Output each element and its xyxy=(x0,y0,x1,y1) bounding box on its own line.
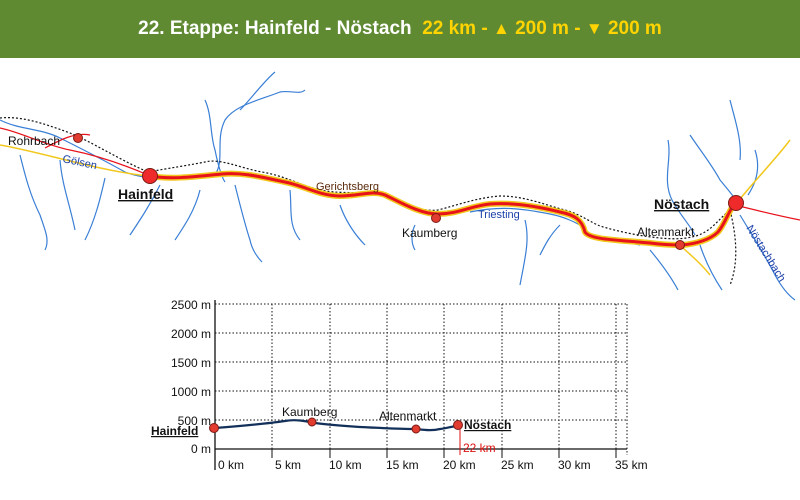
x-tick-label: 15 km xyxy=(386,458,419,472)
elevation-profile: 2500 m 2000 m 1500 m 1000 m 500 m 0 m 0 … xyxy=(151,298,648,472)
goelsen-river-label: Gölsen xyxy=(61,153,98,172)
hainfeld-label: Hainfeld xyxy=(118,186,173,202)
separator: - xyxy=(568,18,586,39)
y-tick-label: 500 m xyxy=(178,414,211,428)
x-tick-label: 25 km xyxy=(501,458,534,472)
triesting-river-label: Triesting xyxy=(478,209,520,221)
stage-ascent: 200 m xyxy=(515,18,569,39)
separator: - xyxy=(476,18,493,39)
x-tick-label: 30 km xyxy=(558,458,591,472)
profile-waypoint-label: Kaumberg xyxy=(282,405,337,419)
y-tick-label: 2000 m xyxy=(171,327,211,341)
profile-end-marker xyxy=(453,420,463,430)
y-tick-label: 0 m xyxy=(191,442,211,456)
y-tick-label: 1500 m xyxy=(171,356,211,370)
altenmarkt-label: Altenmarkt xyxy=(637,225,695,239)
x-tick-label: 5 km xyxy=(275,458,301,472)
stage-header: 22. Etappe: Hainfeld - Nöstach 22 km - ▲… xyxy=(0,0,800,58)
noestach-marker xyxy=(728,195,744,211)
kaumberg-marker xyxy=(431,213,441,223)
noestachbach-river-label: Nöstachbach xyxy=(743,223,787,284)
profile-kaumberg-marker xyxy=(307,417,317,427)
altenmarkt-marker xyxy=(675,240,685,250)
rohrbach-marker xyxy=(73,133,83,143)
x-tick-label: 35 km xyxy=(615,458,648,472)
stage-title: 22. Etappe: Hainfeld - Nöstach xyxy=(138,18,412,39)
noestach-label: Nöstach xyxy=(654,196,709,212)
profile-altenmarkt-marker xyxy=(411,424,421,434)
descent-triangle-icon: ▼ xyxy=(585,19,603,38)
rohrbach-label: Rohrbach xyxy=(8,134,60,148)
x-tick-label: 0 km xyxy=(218,458,244,472)
ascent-triangle-icon: ▲ xyxy=(492,19,510,38)
profile-end-label: Nöstach xyxy=(464,418,511,432)
total-distance-label: 22 km xyxy=(463,441,496,455)
kaumberg-label: Kaumberg xyxy=(402,226,457,240)
y-tick-label: 1000 m xyxy=(171,385,211,399)
hiking-trail xyxy=(0,117,737,286)
stage-descent: 200 m xyxy=(607,18,662,39)
elevation-line xyxy=(214,419,461,432)
profile-start-label: Hainfeld xyxy=(151,424,198,438)
x-tick-label: 20 km xyxy=(443,458,476,472)
stage-distance: 22 km xyxy=(422,18,477,39)
profile-waypoint-label: Altenmarkt xyxy=(379,409,437,423)
gerichtsberg-label: Gerichtsberg xyxy=(316,181,379,193)
hainfeld-marker xyxy=(142,168,158,184)
profile-grid xyxy=(215,303,628,455)
profile-start-marker xyxy=(209,423,219,433)
y-tick-label: 2500 m xyxy=(171,298,211,312)
x-tick-label: 10 km xyxy=(329,458,362,472)
